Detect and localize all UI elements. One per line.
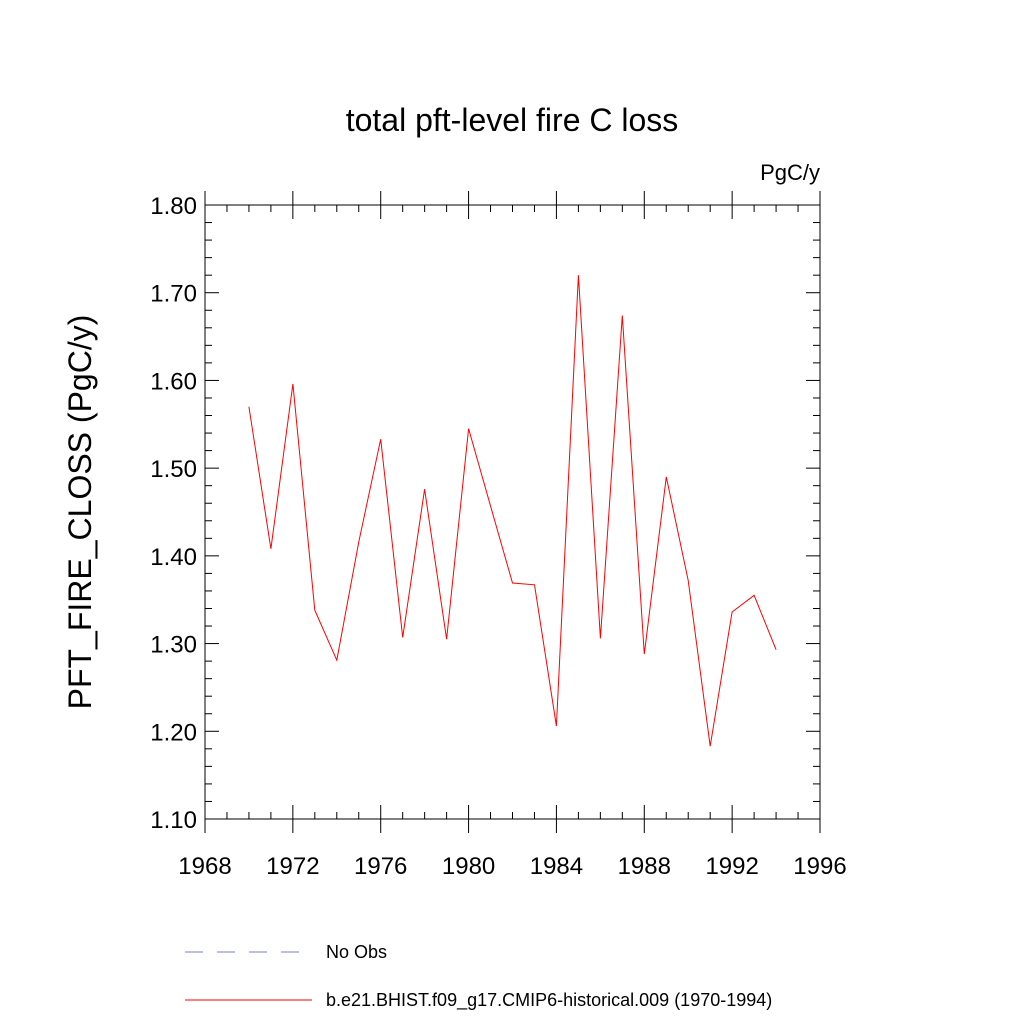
y-axis-label: PFT_FIRE_CLOSS (PgC/y) <box>62 315 98 710</box>
y-tick-label: 1.60 <box>150 368 197 395</box>
legend-label-1: No Obs <box>326 942 387 962</box>
y-tick-label: 1.40 <box>150 544 197 571</box>
units-label: PgC/y <box>760 160 820 185</box>
chart-title: total pft-level fire C loss <box>346 102 679 138</box>
y-tick-label: 1.30 <box>150 632 197 659</box>
legend-label-2: b.e21.BHIST.f09_g17.CMIP6-historical.009… <box>326 990 772 1011</box>
y-tick-label: 1.50 <box>150 456 197 483</box>
y-tick-label: 1.10 <box>150 807 197 834</box>
x-tick-label: 1968 <box>178 853 231 880</box>
y-tick-label: 1.80 <box>150 193 197 220</box>
x-tick-label: 1992 <box>705 853 758 880</box>
series-line-1 <box>248 275 777 747</box>
plot-frame <box>204 204 821 820</box>
x-tick-label: 1988 <box>618 853 671 880</box>
x-tick-label: 1972 <box>266 853 319 880</box>
y-tick-label: 1.70 <box>150 281 197 308</box>
x-tick-label: 1976 <box>354 853 407 880</box>
x-tick-label: 1980 <box>442 853 495 880</box>
y-tick-label: 1.20 <box>150 719 197 746</box>
x-tick-label: 1984 <box>530 853 583 880</box>
legend: No Obs b.e21.BHIST.f09_g17.CMIP6-historic… <box>185 942 772 1011</box>
x-tick-label: 1996 <box>793 853 846 880</box>
